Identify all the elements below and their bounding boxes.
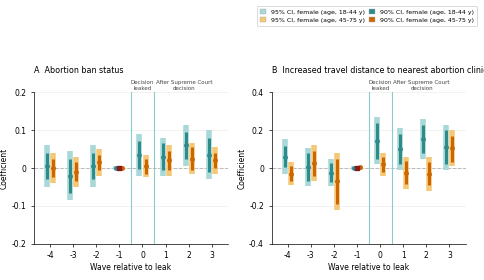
Text: After Supreme Court
decision: After Supreme Court decision xyxy=(393,80,449,91)
X-axis label: Wave relative to leak: Wave relative to leak xyxy=(90,263,171,272)
Y-axis label: Coefficient: Coefficient xyxy=(237,147,246,189)
Y-axis label: Coefficient: Coefficient xyxy=(0,147,9,189)
Text: B  Increased travel distance to nearest abortion clinic: B Increased travel distance to nearest a… xyxy=(271,66,484,75)
Legend: 95% CI, female (age, 18-44 y), 95% CI, female (age, 45-75 y), 90% CI, female (ag: 95% CI, female (age, 18-44 y), 95% CI, f… xyxy=(256,6,476,26)
Text: Decision
leaked: Decision leaked xyxy=(368,80,391,91)
Text: After Supreme Court
decision: After Supreme Court decision xyxy=(155,80,212,91)
X-axis label: Wave relative to leak: Wave relative to leak xyxy=(327,263,408,272)
Text: A  Abortion ban status: A Abortion ban status xyxy=(34,66,123,75)
Text: Decision
leaked: Decision leaked xyxy=(131,80,154,91)
